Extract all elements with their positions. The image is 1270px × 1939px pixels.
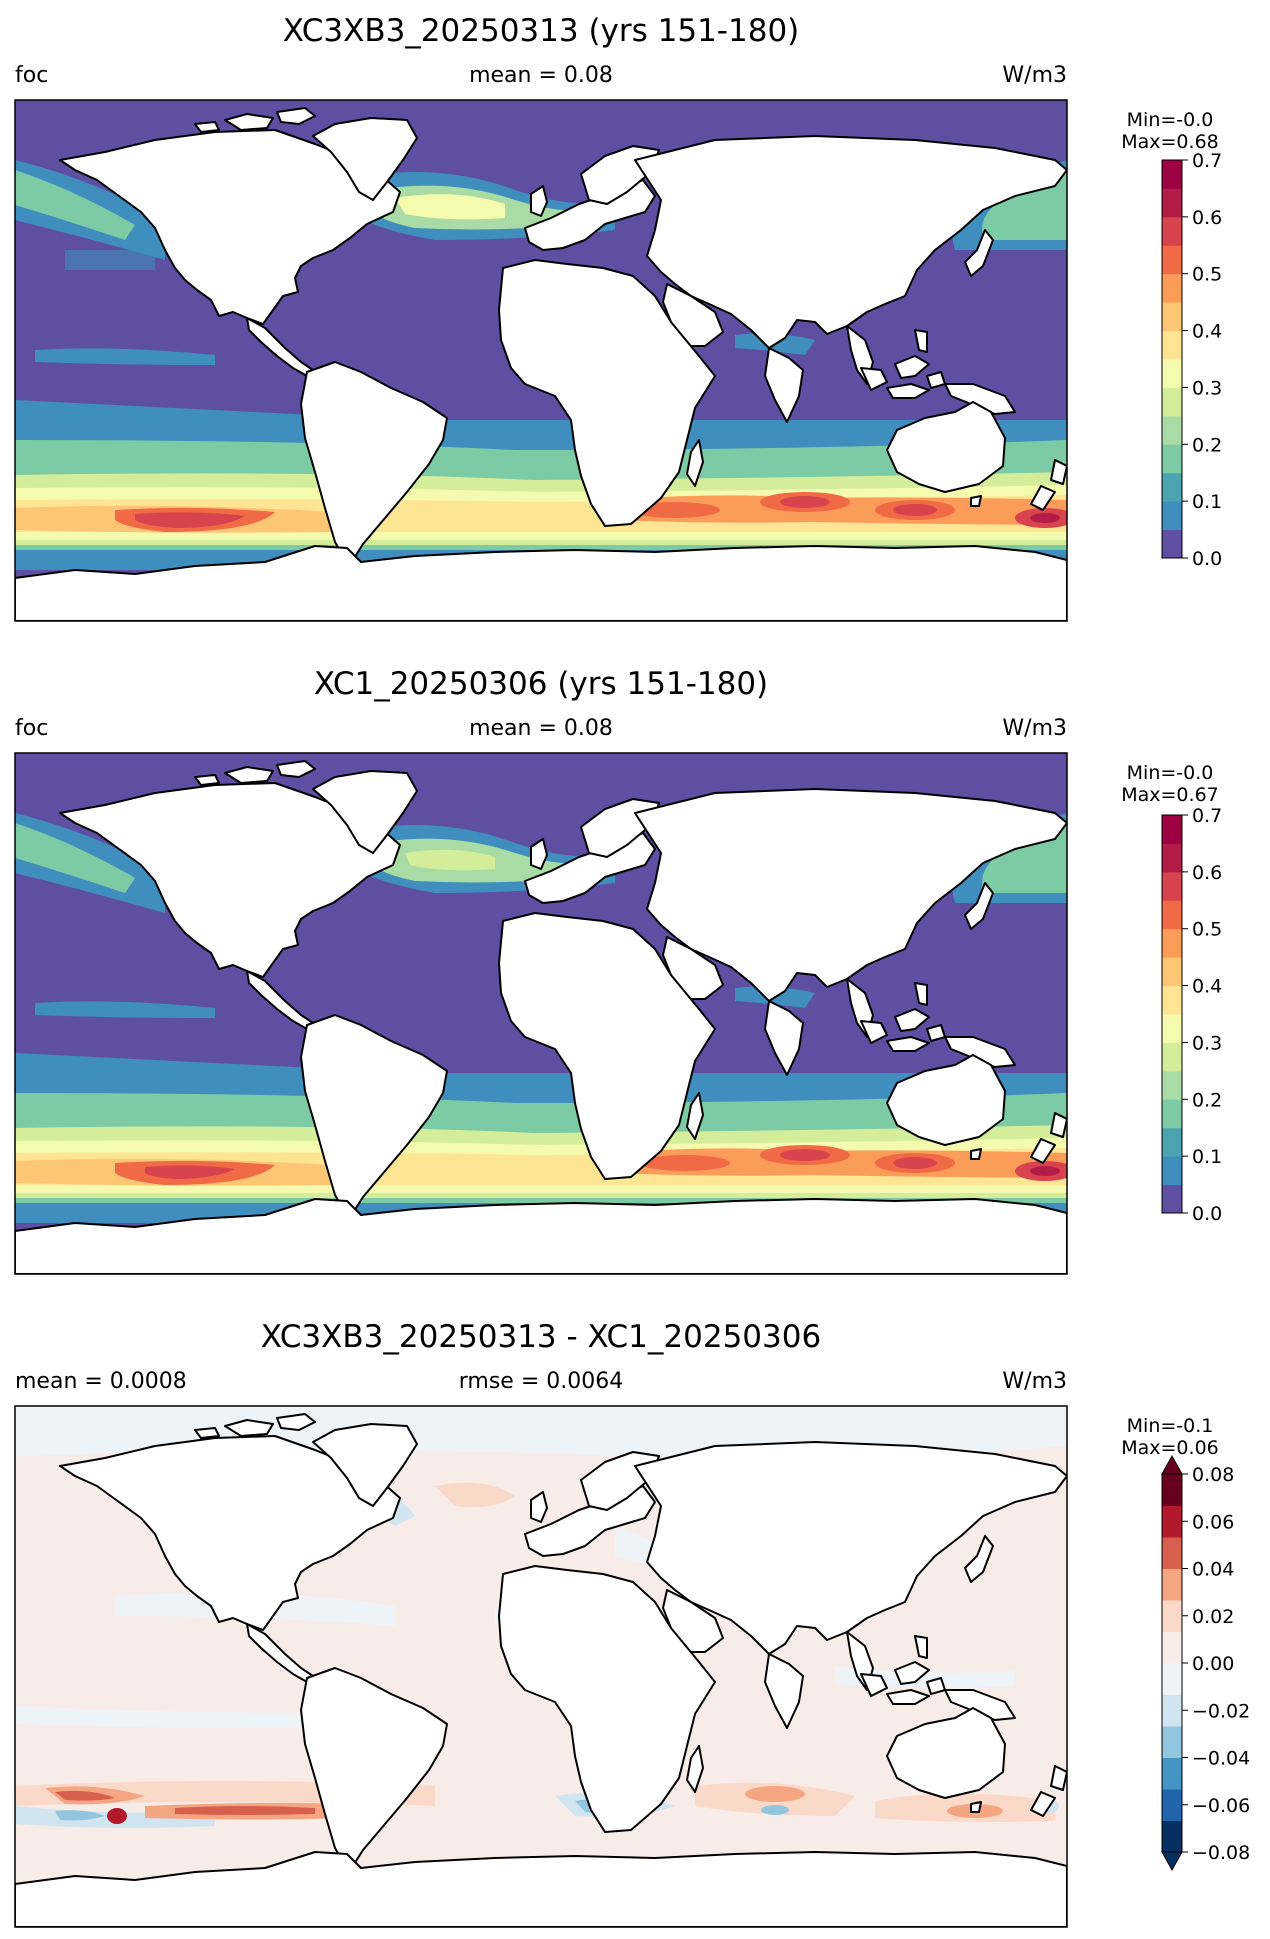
colorbar-segment [1162,245,1182,275]
colorbar-frame [1161,814,1183,1214]
colorbar-tick-label: 0.1 [1192,491,1222,513]
colorbar-segment [1162,273,1182,303]
colorbar-segment [1162,415,1182,445]
colorbar-segment [1162,444,1182,474]
colorbar-tick-label: 0.7 [1192,150,1222,172]
colorbar-segment [1162,1568,1182,1601]
panel-2: XC1_20250306 (yrs 151-180) foc mean = 0.… [14,666,1222,1275]
colorbar-segment [1162,1757,1182,1790]
colorbar-tick-label: 0.06 [1192,1511,1234,1533]
colorbar-segment [1162,359,1182,388]
colorbar-segment [1162,1694,1182,1727]
panel-1-map [15,100,1067,621]
colorbar-segment [1162,1070,1182,1100]
panel-1: XC3XB3_20250313 (yrs 151-180) foc mean =… [14,13,1222,622]
colorbar-tick-label: 0.0 [1192,1203,1222,1225]
colorbar-tick-label: 0.5 [1192,919,1222,941]
colorbar-segment [1162,815,1182,844]
colorbar-tick-label: 0.7 [1192,805,1222,827]
panel-3-map [15,1406,1067,1927]
panel-3-title: XC3XB3_20250313 - XC1_20250306 [261,1319,821,1355]
colorbar-segment [1162,985,1182,1015]
colorbar-tick-label: 0.2 [1192,1089,1222,1111]
colorbar-tick-label: 0.00 [1192,1653,1234,1675]
colorbar-tick-label: 0.5 [1192,264,1222,286]
colorbar-segment [1162,957,1182,987]
colorbar-segment [1162,387,1182,417]
colorbar-segment [1162,188,1182,218]
colorbar-segment [1162,160,1182,189]
panel-3-map-frame [14,1405,1068,1928]
panel-1-units-label: W/m3 [1002,63,1067,88]
panel-2-mean-label: mean = 0.08 [469,716,613,741]
colorbar-tick-label: 0.6 [1192,862,1222,884]
colorbar-segment [1162,843,1182,873]
colorbar-tick-label: 0.08 [1192,1464,1234,1486]
colorbar-tick-label: −0.02 [1192,1700,1250,1722]
colorbar-segment [1162,1127,1182,1157]
panel-3-colorbar: 0.08 0.06 0.04 0.02 0.00 −0.02 −0.04 −0.06 −0.08 [1161,1454,1250,1872]
colorbar-segment [1162,330,1182,360]
colorbar-segment [1162,216,1182,246]
panel-1-variable-label: foc [15,63,48,88]
panel-1-map-frame [14,99,1068,622]
colorbar-segment [1162,928,1182,958]
colorbar-segment [1162,529,1182,559]
colorbar-segment [1162,1099,1182,1129]
colorbar-segment [1162,1820,1182,1853]
colorbar-segment [1162,871,1182,901]
colorbar-segment [1162,501,1182,531]
panel-2-map-frame [14,752,1068,1275]
colorbar-extend-min-arrow [1161,1851,1183,1872]
panel-2-map [15,753,1067,1274]
panel-3-mean-label: mean = 0.0008 [15,1369,187,1394]
colorbar-tick-label: 0.6 [1192,207,1222,229]
colorbar-tick-label: −0.08 [1192,1842,1250,1864]
panel-1-colorbar: 0.7 0.6 0.5 0.4 0.3 0.2 0.1 0.0 [1161,150,1222,570]
colorbar-segment [1162,1537,1182,1569]
colorbar-frame [1161,159,1183,559]
colorbar-segment [1162,1789,1182,1821]
colorbar-segment [1162,1014,1182,1043]
panel-3-rmse-label: rmse = 0.0064 [459,1369,623,1394]
panel-1-min-label: Min=-0.0 [1127,109,1214,131]
panel-2-units-label: W/m3 [1002,716,1067,741]
colorbar-segment [1162,1631,1182,1664]
panel-3-min-label: Min=-0.1 [1127,1415,1214,1437]
colorbar-tick-label: 0.4 [1192,321,1222,343]
panel-1-title: XC3XB3_20250313 (yrs 151-180) [283,13,800,49]
panel-1-max-label: Max=0.68 [1121,131,1219,153]
colorbar-tick-label: 0.1 [1192,1146,1222,1168]
colorbar-segment [1162,1663,1182,1695]
colorbar-segment [1162,1505,1182,1538]
panel-2-title: XC1_20250306 (yrs 151-180) [314,666,768,702]
colorbar-tick-label: 0.2 [1192,434,1222,456]
colorbar-segment [1162,1156,1182,1186]
panel-3-units-label: W/m3 [1002,1369,1067,1394]
panel-3: XC3XB3_20250313 - XC1_20250306 mean = 0.… [14,1319,1250,1928]
colorbar-segment [1162,1184,1182,1214]
colorbar-tick-label: −0.04 [1192,1748,1250,1770]
colorbar-tick-label: 0.02 [1192,1606,1234,1628]
panel-1-mean-label: mean = 0.08 [469,63,613,88]
colorbar-segment [1162,472,1182,502]
panel-2-variable-label: foc [15,716,48,741]
colorbar-tick-label: 0.3 [1192,1032,1222,1054]
panel-2-colorbar: 0.7 0.6 0.5 0.4 0.3 0.2 0.1 0.0 [1161,805,1222,1225]
colorbar-segment [1162,302,1182,332]
colorbar-segment [1162,1042,1182,1072]
colorbar-tick-label: 0.0 [1192,548,1222,570]
colorbar-tick-label: 0.04 [1192,1559,1234,1581]
panel-3-max-label: Max=0.06 [1121,1437,1219,1459]
panel-2-min-label: Min=-0.0 [1127,762,1214,784]
colorbar-tick-label: −0.06 [1192,1795,1250,1817]
colorbar-segment [1162,1600,1182,1632]
colorbar-segment [1162,1726,1182,1758]
colorbar-tick-label: 0.4 [1192,976,1222,998]
panel-2-max-label: Max=0.67 [1121,784,1219,806]
colorbar-tick-label: 0.3 [1192,377,1222,399]
colorbar-segment [1162,900,1182,930]
colorbar-segment [1162,1474,1182,1506]
